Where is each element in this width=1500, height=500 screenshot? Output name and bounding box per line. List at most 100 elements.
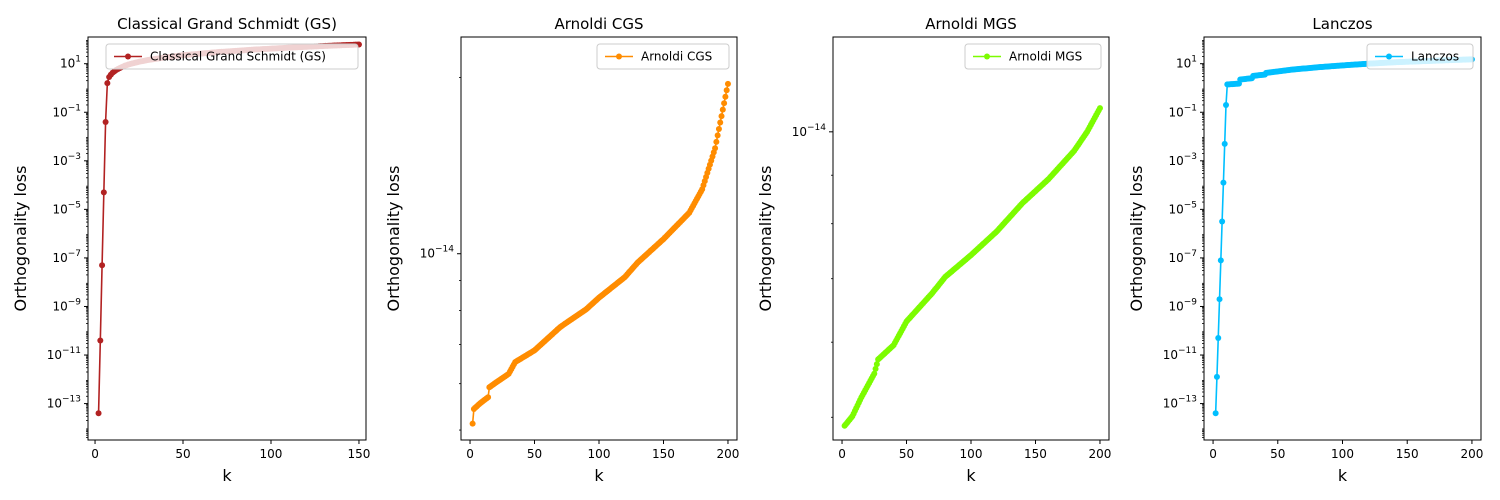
data-point [872,365,879,372]
data-point [99,262,106,269]
data-point [873,361,880,368]
y-tick-label: 101 [60,55,81,71]
y-tick-label: 10−5 [52,200,81,216]
series-markers [1212,56,1475,417]
data-point [715,125,722,132]
y-axis-label: Orthogonality loss [1127,166,1146,312]
data-point [1212,410,1219,417]
data-point [723,87,730,94]
y-tick-label: 10−11 [1163,346,1197,362]
data-point [485,394,492,401]
data-point [713,138,720,145]
y-tick-label: 10−3 [1168,152,1197,168]
x-tick-label: 0 [1209,447,1217,461]
data-point [1217,257,1224,264]
y-tick-label: 10−14 [420,245,455,261]
y-tick-label: 10−9 [1168,297,1197,313]
legend: Arnoldi CGS [596,43,730,70]
subplot-3: Arnoldi MGS 0 50 100 150 200 10−14 k Orthogonali… [756,15,1111,485]
x-tick-label: 200 [1089,447,1112,461]
legend-label: Arnoldi MGS [1009,50,1082,64]
x-tick-label: 100 [260,447,283,461]
data-point [1220,179,1227,186]
subplot-2: Arnoldi CGS 0 50 100 150 200 10−14 k Orthogonali… [384,15,739,485]
data-point [102,118,109,125]
y-tick-label: 10−1 [1168,103,1197,119]
subplot-1: Classical Grand Schmidt (GS) 0 50 100 150 10−… [11,15,370,485]
data-point [1216,296,1223,303]
y-tick-label: 10−9 [52,297,81,313]
data-point [100,189,107,196]
legend: Classical Grand Schmidt (GS) [105,43,359,70]
data-point [97,337,104,344]
x-tick-label: 100 [1331,447,1354,461]
y-tick-label: 10−7 [1168,249,1197,265]
y-tick-label: 10−14 [792,123,827,139]
data-point [1215,335,1222,342]
x-axis-label: k [594,466,604,485]
y-tick-label: 10−13 [47,395,81,411]
y-axis-label: Orthogonality loss [756,166,775,312]
x-tick-label: 150 [348,447,371,461]
data-point [1219,218,1226,225]
x-axis-label: k [966,466,976,485]
y-tick-label: 10−13 [1163,395,1197,411]
x-tick-label: 150 [652,447,675,461]
x-axis-label: k [1338,466,1348,485]
legend-box [596,43,730,70]
subplot-4: Lanczos 0 50 100 150 200 10−13 10−11 10−9 10−7 10−… [1127,15,1483,485]
data-point [722,93,729,100]
series-markers [95,41,362,417]
data-point [719,106,726,113]
legend-label: Classical Grand Schmidt (GS) [150,50,326,64]
data-point [1213,373,1220,380]
legend-box [964,43,1102,70]
x-tick-label: 0 [91,447,99,461]
legend: Arnoldi MGS [964,43,1102,70]
x-tick-label: 0 [838,447,846,461]
legend-label: Lanczos [1411,50,1459,64]
data-point [714,132,721,139]
legend: Lanczos [1366,43,1474,70]
x-tick-label: 150 [1024,447,1047,461]
x-tick-label: 50 [899,447,914,461]
y-axis-label: Orthogonality loss [11,166,30,312]
subplot-title: Arnoldi CGS [554,15,643,33]
x-tick-label: 150 [1396,447,1419,461]
x-tick-label: 0 [466,447,474,461]
legend-box [105,43,359,70]
data-point [721,100,728,107]
x-tick-label: 50 [175,447,190,461]
y-tick-label: 10−7 [52,249,81,265]
data-point [724,80,731,87]
y-tick-label: 10−5 [1168,200,1197,216]
series-line-1 [843,107,1101,427]
axes-frame [87,36,367,441]
data-point [718,113,725,120]
x-axis-label: k [222,466,232,485]
x-tick-label: 100 [588,447,611,461]
legend-marker [125,53,131,60]
data-point [1223,101,1229,108]
x-tick-label: 50 [527,447,542,461]
x-tick-label: 100 [960,447,983,461]
y-tick-label: 101 [1176,55,1197,71]
series-line-1 [1214,58,1472,414]
legend-box [1366,43,1474,70]
data-point [717,119,724,126]
data-point [871,370,878,377]
series-markers [469,80,731,427]
subplot-title: Lanczos [1312,15,1372,33]
y-axis-label: Orthogonality loss [384,166,403,312]
data-point [712,145,719,152]
data-point [104,80,111,87]
y-tick-label: 10−1 [52,103,81,119]
x-tick-label: 200 [1460,447,1483,461]
legend-marker [984,53,990,60]
legend-marker [616,53,622,60]
data-point [95,410,102,417]
data-point [1096,105,1103,112]
axes-frame [1203,36,1482,441]
series-markers [841,105,1103,429]
